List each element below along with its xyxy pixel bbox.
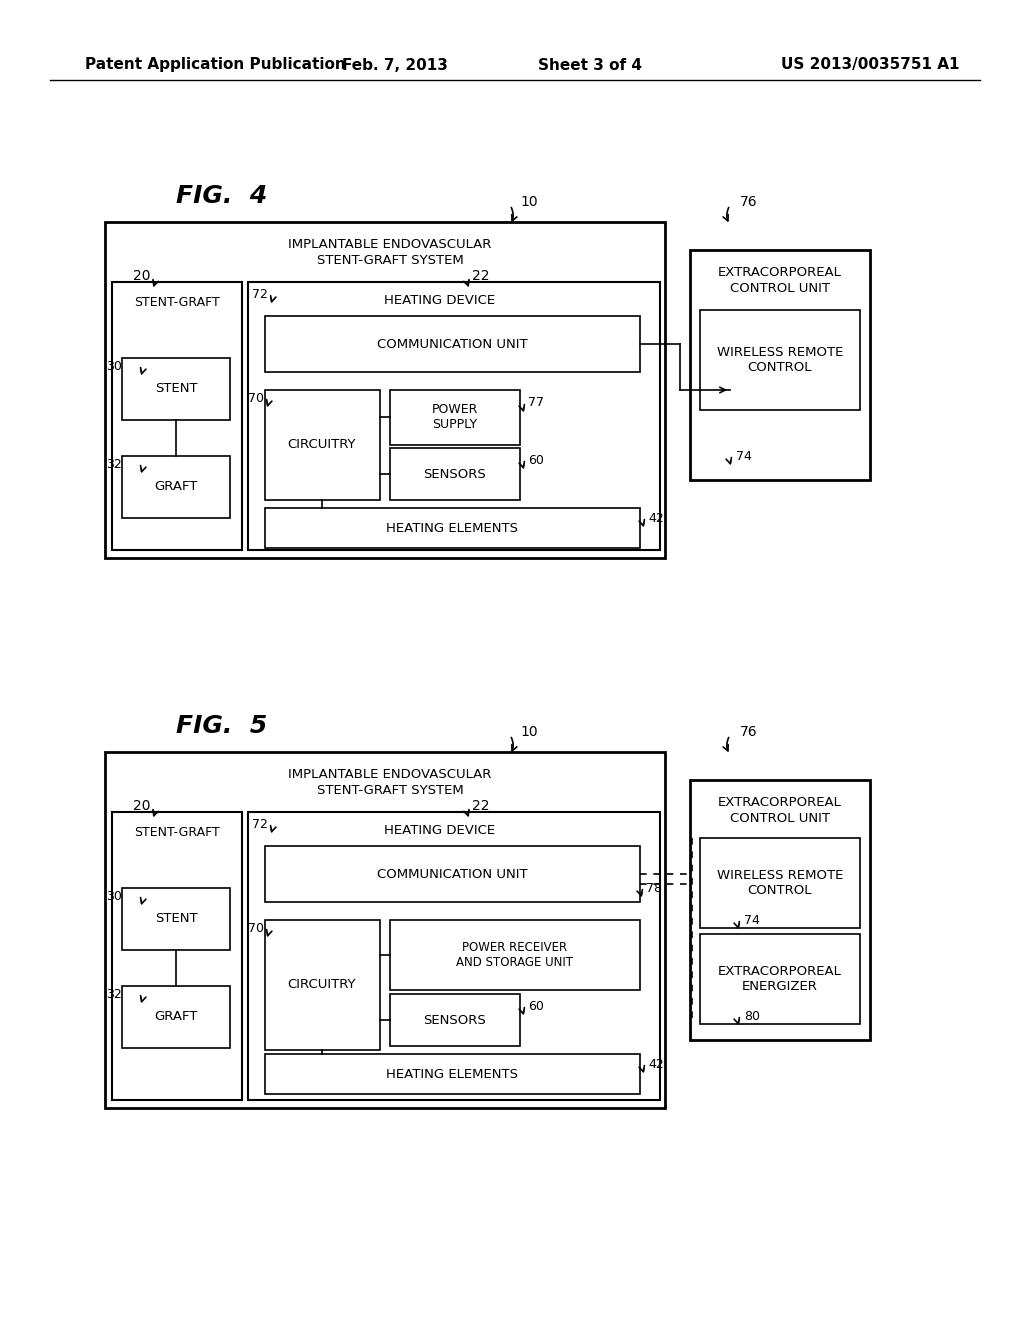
Bar [265,846,640,902]
Text: GRAFT: GRAFT [155,480,198,494]
Text: 74: 74 [744,913,760,927]
Text: 80: 80 [744,1010,760,1023]
Text: 30: 30 [106,359,122,372]
Text: 74: 74 [736,450,752,462]
Bar [690,780,870,1040]
Text: 72: 72 [252,817,268,830]
Bar [105,222,665,558]
Bar [248,812,660,1100]
Text: 42: 42 [648,511,664,524]
Text: 10: 10 [520,195,538,209]
Bar [390,920,640,990]
Text: IMPLANTABLE ENDOVASCULAR: IMPLANTABLE ENDOVASCULAR [289,238,492,251]
Text: CONTROL UNIT: CONTROL UNIT [730,281,830,294]
Text: HEATING ELEMENTS: HEATING ELEMENTS [386,1068,518,1081]
Text: 60: 60 [528,999,544,1012]
Text: 30: 30 [106,890,122,903]
Text: EXTRACORPOREAL: EXTRACORPOREAL [718,796,842,808]
Text: HEATING DEVICE: HEATING DEVICE [384,824,496,837]
Text: EXTRACORPOREAL: EXTRACORPOREAL [718,265,842,279]
Bar [390,447,520,500]
Bar [112,812,242,1100]
Bar [700,935,860,1024]
Text: IMPLANTABLE ENDOVASCULAR: IMPLANTABLE ENDOVASCULAR [289,767,492,780]
Text: 76: 76 [740,725,758,739]
Text: Feb. 7, 2013: Feb. 7, 2013 [342,58,447,73]
Text: STENT: STENT [155,383,198,396]
Bar [248,282,660,550]
Text: 70: 70 [248,392,264,404]
Text: 22: 22 [472,269,489,282]
Text: FIG.  4: FIG. 4 [176,183,267,209]
Bar [122,888,230,950]
Text: 20: 20 [133,269,151,282]
Bar [265,315,640,372]
Text: 22: 22 [472,799,489,813]
Text: POWER
SUPPLY: POWER SUPPLY [432,403,478,432]
Text: US 2013/0035751 A1: US 2013/0035751 A1 [780,58,959,73]
Text: Patent Application Publication: Patent Application Publication [85,58,346,73]
Bar [700,838,860,928]
Text: STENT-GRAFT: STENT-GRAFT [134,825,220,838]
Bar [122,358,230,420]
Text: POWER RECEIVER
AND STORAGE UNIT: POWER RECEIVER AND STORAGE UNIT [457,941,573,969]
Text: 78: 78 [646,882,662,895]
Text: FIG.  5: FIG. 5 [176,714,267,738]
Text: 60: 60 [528,454,544,466]
Text: SENSORS: SENSORS [424,1014,486,1027]
Bar [390,994,520,1045]
Text: GRAFT: GRAFT [155,1011,198,1023]
Bar [265,1053,640,1094]
Bar [690,249,870,480]
Text: STENT-GRAFT: STENT-GRAFT [134,296,220,309]
Text: STENT: STENT [155,912,198,925]
Text: CIRCUITRY: CIRCUITRY [288,438,356,451]
Bar [265,389,380,500]
Text: EXTRACORPOREAL
ENERGIZER: EXTRACORPOREAL ENERGIZER [718,965,842,993]
Text: SENSORS: SENSORS [424,467,486,480]
Bar [122,455,230,517]
Bar [105,752,665,1107]
Text: Sheet 3 of 4: Sheet 3 of 4 [538,58,642,73]
Text: WIRELESS REMOTE
CONTROL: WIRELESS REMOTE CONTROL [717,869,843,898]
Bar [265,920,380,1049]
Text: 32: 32 [106,987,122,1001]
Text: CIRCUITRY: CIRCUITRY [288,978,356,991]
Bar [700,310,860,411]
Text: 10: 10 [520,725,538,739]
Text: STENT-GRAFT SYSTEM: STENT-GRAFT SYSTEM [316,253,464,267]
Text: 77: 77 [528,396,544,409]
Text: 70: 70 [248,921,264,935]
Text: 72: 72 [252,288,268,301]
Text: HEATING ELEMENTS: HEATING ELEMENTS [386,521,518,535]
Text: WIRELESS REMOTE
CONTROL: WIRELESS REMOTE CONTROL [717,346,843,374]
Text: COMMUNICATION UNIT: COMMUNICATION UNIT [377,867,527,880]
Bar [265,508,640,548]
Bar [390,389,520,445]
Text: 20: 20 [133,799,151,813]
Text: CONTROL UNIT: CONTROL UNIT [730,812,830,825]
Bar [122,986,230,1048]
Text: STENT-GRAFT SYSTEM: STENT-GRAFT SYSTEM [316,784,464,796]
Text: 32: 32 [106,458,122,470]
Bar [112,282,242,550]
Text: COMMUNICATION UNIT: COMMUNICATION UNIT [377,338,527,351]
Text: HEATING DEVICE: HEATING DEVICE [384,293,496,306]
Text: 76: 76 [740,195,758,209]
Text: 42: 42 [648,1057,664,1071]
